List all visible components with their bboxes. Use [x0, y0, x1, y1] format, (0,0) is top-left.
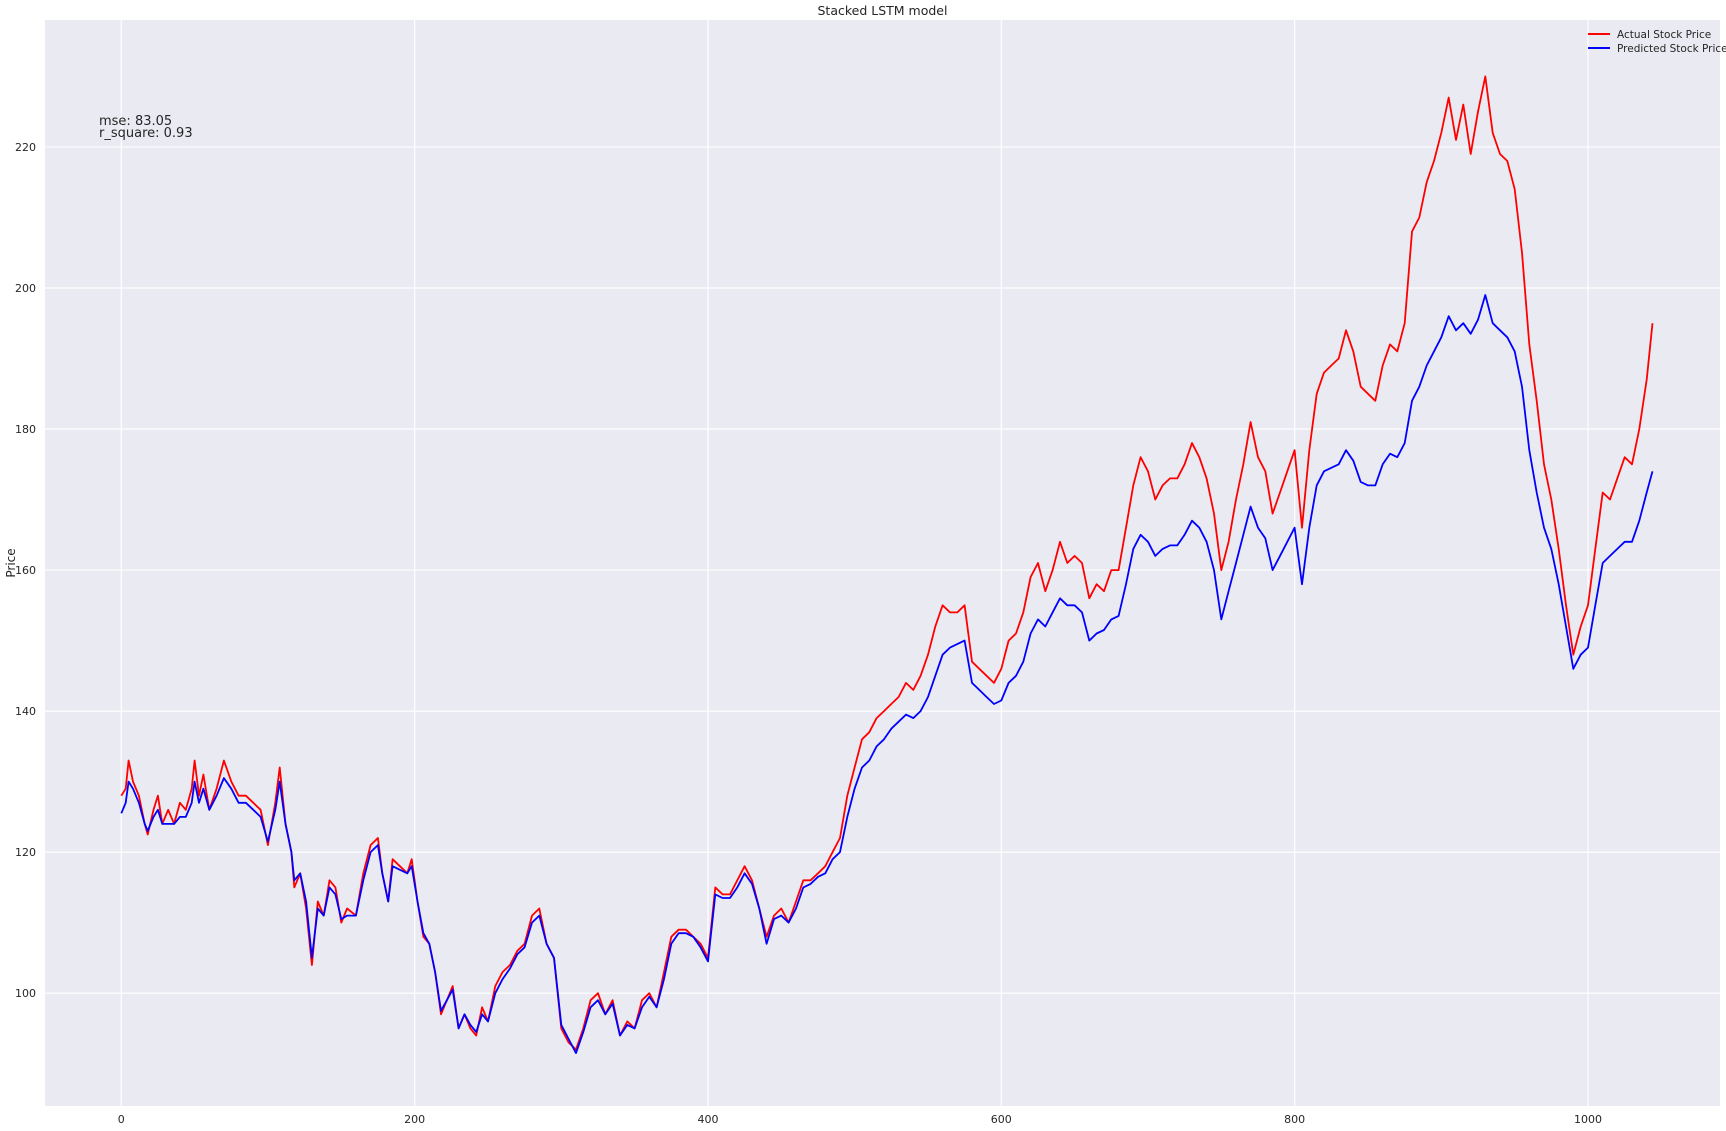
mse-annotation: mse: 83.05	[99, 114, 172, 129]
y-tick-label: 200	[15, 282, 36, 295]
x-tick-label: 800	[1284, 1113, 1305, 1126]
r-square-annotation: r_square: 0.93	[99, 126, 193, 141]
y-tick-label: 120	[15, 846, 36, 859]
chart-title: Stacked LSTM model	[818, 3, 948, 18]
y-tick-label: 140	[15, 705, 36, 718]
legend: Actual Stock Price Predicted Stock Price	[1588, 29, 1726, 55]
grid-lines	[45, 20, 1720, 1106]
x-tick-label: 1000	[1574, 1113, 1602, 1126]
legend-label: Predicted Stock Price	[1617, 43, 1726, 55]
y-tick-label: 220	[15, 141, 36, 154]
y-tick-label: 160	[15, 564, 36, 577]
plot-area	[45, 20, 1720, 1106]
x-tick-label: 400	[697, 1113, 718, 1126]
x-tick-label: 200	[404, 1113, 425, 1126]
x-tick-label: 0	[118, 1113, 125, 1126]
y-tick-label: 180	[15, 423, 36, 436]
series-layer	[120, 75, 1654, 1054]
y-axis-label: Price	[4, 548, 18, 577]
y-tick-label: 100	[15, 987, 36, 1000]
series-line-1	[120, 294, 1654, 1054]
x-tick-label: 600	[991, 1113, 1012, 1126]
legend-label: Actual Stock Price	[1617, 29, 1711, 41]
series-line-0	[120, 75, 1654, 1051]
tick-labels: 0 200 400 600 800 1000 100 120 140 160 180 200 220	[15, 141, 1602, 1126]
